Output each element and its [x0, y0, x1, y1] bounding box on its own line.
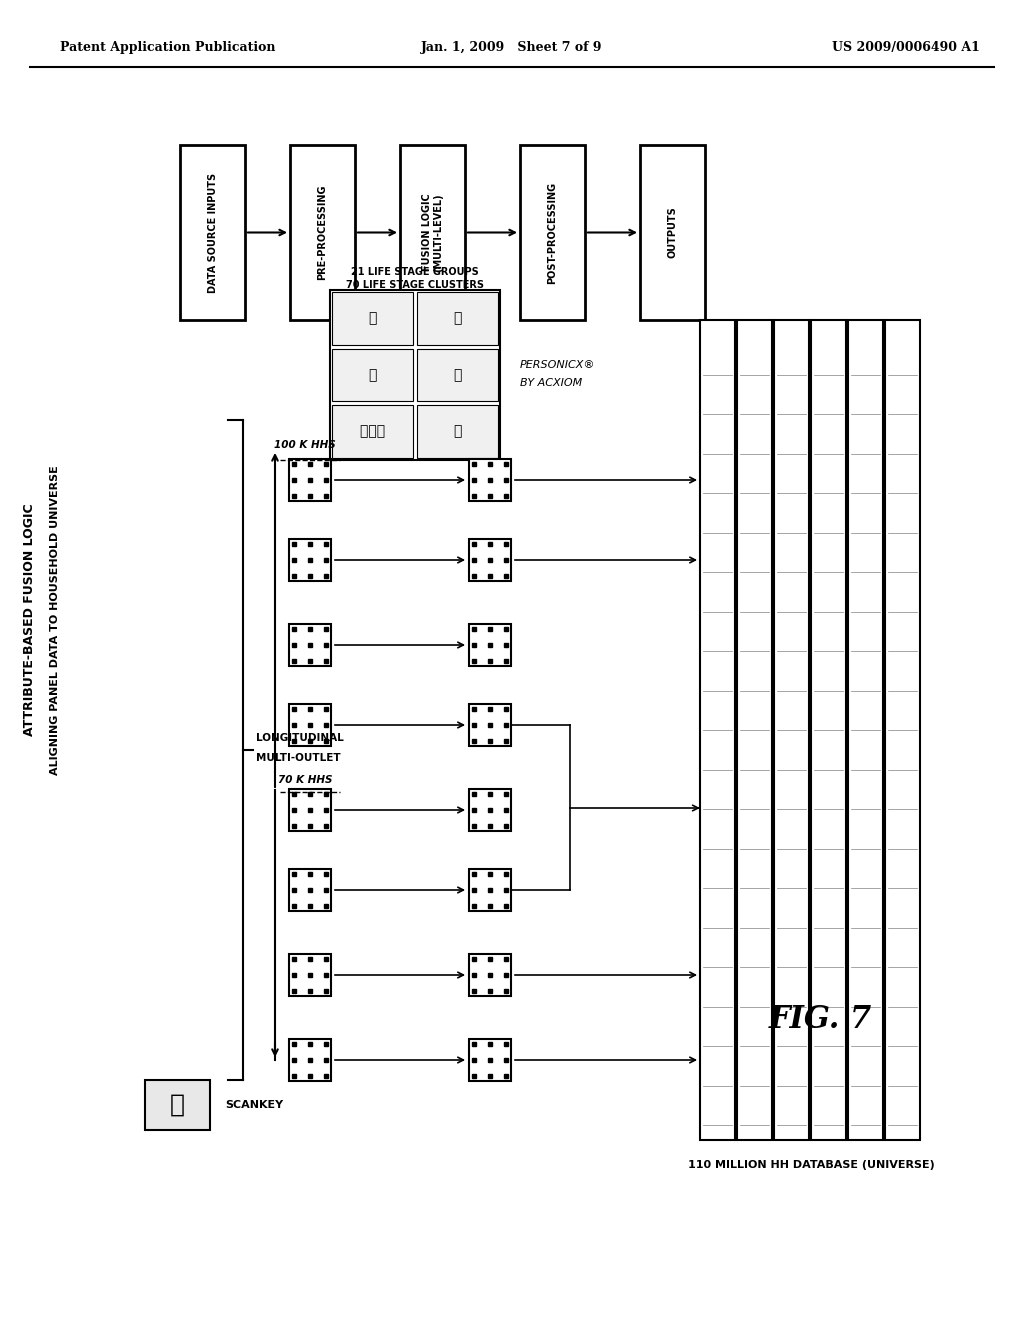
FancyBboxPatch shape [289, 539, 331, 581]
FancyBboxPatch shape [332, 405, 413, 458]
Text: 21 LIFE STAGE GROUPS: 21 LIFE STAGE GROUPS [351, 267, 479, 277]
FancyBboxPatch shape [848, 319, 883, 1140]
Text: Jan. 1, 2009   Sheet 7 of 9: Jan. 1, 2009 Sheet 7 of 9 [421, 41, 603, 54]
FancyBboxPatch shape [289, 869, 331, 911]
Text: 👶: 👶 [369, 312, 377, 325]
FancyBboxPatch shape [289, 789, 331, 832]
Text: ALIGNING PANEL DATA TO HOUSEHOLD UNIVERSE: ALIGNING PANEL DATA TO HOUSEHOLD UNIVERS… [50, 465, 60, 775]
Text: Patent Application Publication: Patent Application Publication [60, 41, 275, 54]
Text: FIG. 7: FIG. 7 [768, 1005, 871, 1035]
FancyBboxPatch shape [774, 319, 809, 1140]
Text: FUSION LOGIC
(MULTI-LEVEL): FUSION LOGIC (MULTI-LEVEL) [422, 193, 443, 272]
FancyBboxPatch shape [469, 539, 511, 581]
FancyBboxPatch shape [289, 1039, 331, 1081]
FancyBboxPatch shape [400, 145, 465, 319]
FancyBboxPatch shape [289, 459, 331, 502]
FancyBboxPatch shape [469, 1039, 511, 1081]
FancyBboxPatch shape [640, 145, 705, 319]
Text: 110 MILLION HH DATABASE (UNIVERSE): 110 MILLION HH DATABASE (UNIVERSE) [688, 1160, 934, 1170]
Text: 70 K HHS: 70 K HHS [278, 775, 332, 785]
Text: MULTI-OUTLET: MULTI-OUTLET [256, 752, 341, 763]
FancyBboxPatch shape [180, 145, 245, 319]
Text: BY ACXIOM: BY ACXIOM [520, 378, 583, 388]
FancyBboxPatch shape [330, 290, 500, 459]
FancyBboxPatch shape [332, 348, 413, 401]
FancyBboxPatch shape [417, 348, 498, 401]
Text: SCANKEY: SCANKEY [225, 1100, 283, 1110]
FancyBboxPatch shape [700, 319, 735, 1140]
FancyBboxPatch shape [469, 624, 511, 667]
FancyBboxPatch shape [469, 869, 511, 911]
Text: OUTPUTS: OUTPUTS [668, 207, 678, 259]
Text: LONGITUDINAL: LONGITUDINAL [256, 733, 344, 743]
Text: 🖨: 🖨 [170, 1093, 184, 1117]
FancyBboxPatch shape [885, 319, 920, 1140]
FancyBboxPatch shape [289, 704, 331, 746]
FancyBboxPatch shape [811, 319, 846, 1140]
Text: PRE-PROCESSING: PRE-PROCESSING [317, 185, 328, 280]
FancyBboxPatch shape [469, 954, 511, 997]
FancyBboxPatch shape [289, 954, 331, 997]
FancyBboxPatch shape [417, 405, 498, 458]
FancyBboxPatch shape [469, 789, 511, 832]
Text: 👨‍👩‍👧: 👨‍👩‍👧 [360, 425, 385, 438]
Text: 🛋: 🛋 [454, 312, 462, 325]
FancyBboxPatch shape [289, 624, 331, 667]
Text: 🚗: 🚗 [454, 425, 462, 438]
Text: 🏠: 🏠 [369, 368, 377, 381]
Text: 100 K HHS: 100 K HHS [274, 440, 336, 450]
FancyBboxPatch shape [290, 145, 355, 319]
FancyBboxPatch shape [469, 459, 511, 502]
Text: 70 LIFE STAGE CLUSTERS: 70 LIFE STAGE CLUSTERS [346, 280, 484, 290]
FancyBboxPatch shape [520, 145, 585, 319]
FancyBboxPatch shape [737, 319, 772, 1140]
Text: PERSONICX®: PERSONICX® [520, 360, 596, 370]
Text: POST-PROCESSING: POST-PROCESSING [548, 181, 557, 284]
FancyBboxPatch shape [417, 292, 498, 345]
Text: ATTRIBUTE-BASED FUSION LOGIC: ATTRIBUTE-BASED FUSION LOGIC [24, 504, 37, 737]
Text: DATA SOURCE INPUTS: DATA SOURCE INPUTS [208, 173, 217, 293]
FancyBboxPatch shape [332, 292, 413, 345]
FancyBboxPatch shape [145, 1080, 210, 1130]
Text: US 2009/0006490 A1: US 2009/0006490 A1 [833, 41, 980, 54]
Text: 👴: 👴 [454, 368, 462, 381]
FancyBboxPatch shape [469, 704, 511, 746]
